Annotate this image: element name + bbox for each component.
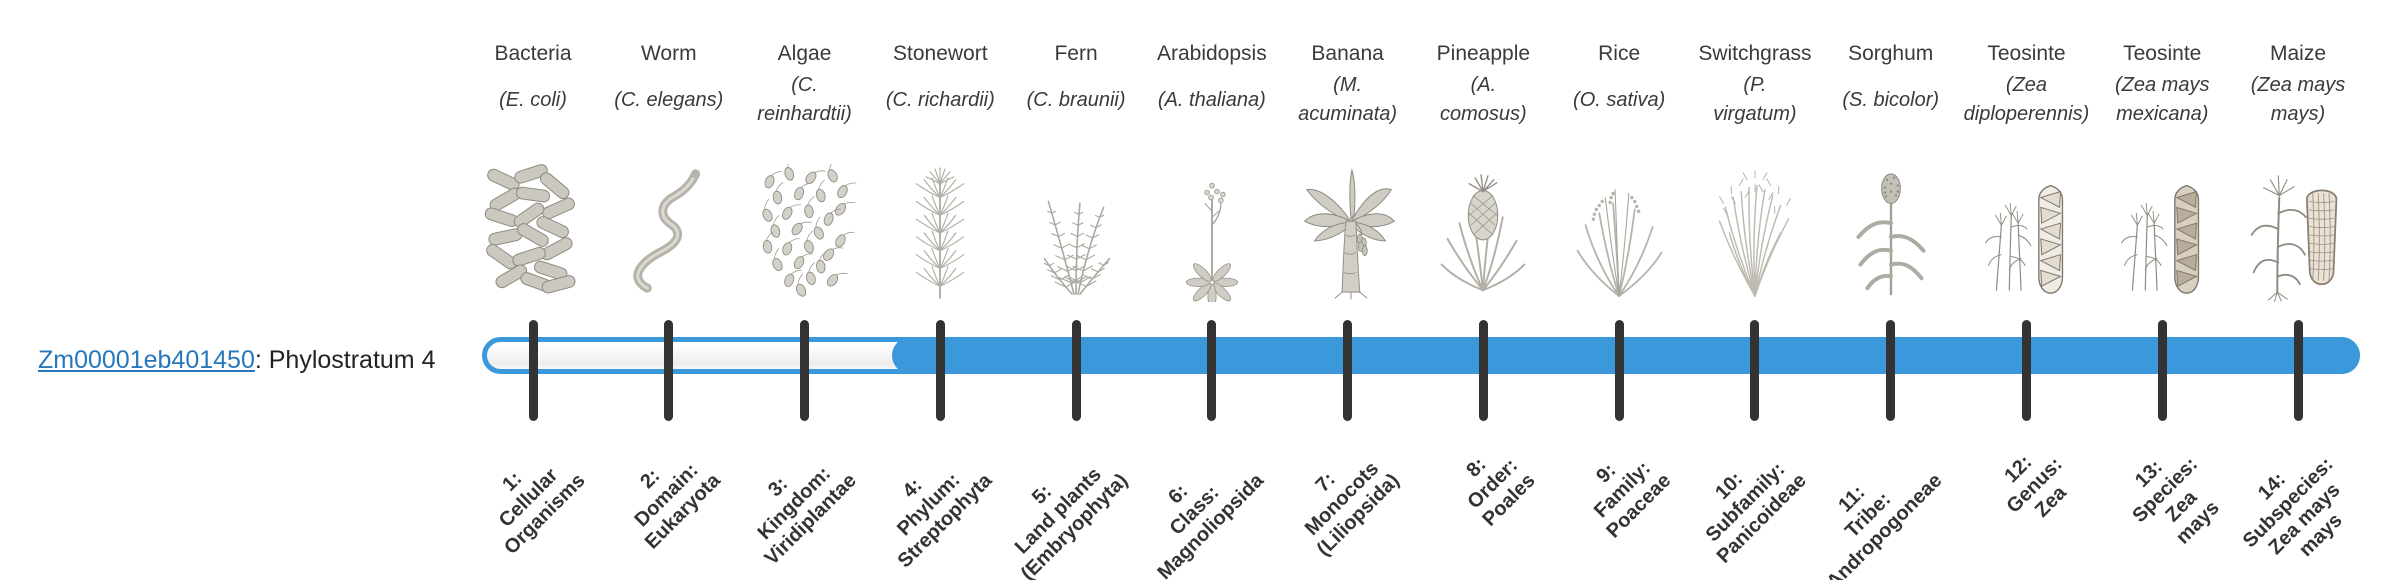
species-line: (C. braunii)	[1026, 88, 1126, 111]
maize-icon	[2240, 164, 2356, 302]
species-name: (C. braunii)	[1004, 66, 1148, 134]
organism-name: Sorghum	[1848, 42, 1934, 65]
species-line: mays)	[2270, 103, 2326, 125]
phylostratum-label: 8: Order: Poales	[1446, 437, 1540, 531]
phylostratum-bar-fill	[892, 337, 2360, 374]
species-line: (A.	[1470, 74, 1497, 96]
phylostratum-tick	[800, 320, 810, 421]
species-name: (Zea mays mays)	[2226, 66, 2370, 134]
phylostratum-tick	[1071, 320, 1081, 421]
species-name: (P. virgatum)	[1683, 66, 1827, 134]
species-line: (C. elegans)	[614, 88, 724, 111]
phylostratum-label: 12: Genus: Zea	[1986, 437, 2084, 535]
species-name: (C. reinhardtii)	[733, 66, 877, 134]
phylostratum-label: 5: Land plants (Embryophyta)	[984, 437, 1133, 580]
algae-icon	[747, 164, 863, 302]
gene-label: Zm00001eb401450: Phylostratum 4	[38, 346, 436, 375]
gene-phylostratum-text: : Phylostratum 4	[254, 346, 436, 374]
phylostratum-tick	[1343, 320, 1353, 421]
species-line: (M.	[1333, 74, 1363, 96]
species-line: (C. richardii)	[885, 88, 995, 111]
phylostratum-label: 13: Species: Zea mays	[2112, 437, 2235, 560]
species-line: (S. bicolor)	[1842, 88, 1940, 111]
arabidopsis-icon	[1154, 164, 1270, 302]
species-line: comosus)	[1440, 103, 1527, 125]
bacteria-icon	[475, 164, 591, 302]
species-line: virgatum)	[1713, 103, 1797, 125]
organism-name: Maize	[2269, 42, 2327, 65]
organism-name: Banana	[1311, 42, 1384, 65]
species-name: (A. thaliana)	[1140, 66, 1284, 134]
organism-name: Algae	[777, 42, 832, 65]
species-name: (E. coli)	[461, 66, 605, 134]
species-name: (M. acuminata)	[1276, 66, 1420, 134]
species-line: diploperennis)	[1963, 103, 2090, 125]
species-line: (A. thaliana)	[1157, 88, 1266, 111]
stonewort-icon	[882, 164, 998, 302]
phylostratum-tick	[1478, 320, 1488, 421]
species-name: (Zea diploperennis)	[1954, 66, 2098, 134]
phylostratum-tick	[1886, 320, 1896, 421]
organism-name: Switchgrass	[1698, 42, 1812, 65]
organism-name: Teosinte	[1987, 42, 2066, 65]
species-name: (Zea mays mexicana)	[2090, 66, 2234, 134]
phylostratum-tick	[935, 320, 945, 421]
phylostratum-label: 10: Subfamily: Panicoideae	[1680, 437, 1811, 568]
phylostratum-tick	[1750, 320, 1760, 421]
species-line: (Zea	[2005, 74, 2048, 96]
species-name: (C. elegans)	[597, 66, 741, 134]
organism-name: Pineapple	[1436, 42, 1531, 65]
species-name: (C. richardii)	[868, 66, 1012, 134]
phylostratum-label: 1: Cellular Organisms	[467, 437, 590, 560]
species-line: (C.	[791, 74, 818, 96]
organism-name: Worm	[640, 42, 697, 65]
phylostratum-tick	[528, 320, 538, 421]
phylostratum-tick	[2021, 320, 2031, 421]
species-name: (O. sativa)	[1547, 66, 1691, 134]
species-name: (S. bicolor)	[1819, 66, 1963, 134]
species-line: mexicana)	[2116, 103, 2209, 125]
phylostratum-label: 2: Domain: Eukaryota	[608, 437, 725, 554]
species-line: reinhardtii)	[757, 103, 852, 125]
phylostratum-tick	[1614, 320, 1624, 421]
phylostratum-label: 9: Family: Poaceae	[1570, 437, 1676, 543]
phylostratum-label: 14: Subspecies: Zea mays mays	[2223, 437, 2371, 580]
species-name: (A. comosus)	[1411, 66, 1555, 134]
species-line: (P.	[1743, 74, 1767, 96]
teosinte-mexicana-icon	[2104, 164, 2220, 302]
pineapple-icon	[1425, 164, 1541, 302]
phylostratum-label: 6: Class: Magnoliopsida	[1121, 437, 1269, 580]
phylostratum-label: 11: Tribe: Andropogoneae	[1790, 437, 1947, 580]
teosinte-diploperennis-icon	[1968, 164, 2084, 302]
sorghum-icon	[1833, 164, 1949, 302]
banana-icon	[1290, 164, 1406, 302]
phylostratum-tick	[2293, 320, 2303, 421]
gene-link[interactable]: Zm00001eb401450	[38, 346, 255, 374]
organism-name: Fern	[1054, 42, 1098, 65]
phylostratum-label: 7: Monocots (Liliopsida)	[1280, 437, 1404, 561]
species-line: (Zea mays	[2250, 74, 2346, 96]
phylostratum-label: 3: Kingdom: Viridiplantae	[728, 437, 861, 570]
species-line: (E. coli)	[499, 88, 567, 111]
fern-icon	[1018, 164, 1134, 302]
rice-icon	[1561, 164, 1677, 302]
species-line: (Zea mays	[2115, 74, 2210, 96]
worm-icon	[611, 164, 727, 302]
organism-name: Teosinte	[2123, 42, 2202, 65]
phylostratum-tick	[2157, 320, 2167, 421]
phylostratum-tick	[1207, 320, 1217, 421]
phylostratum-label: 4: Phylum: Streptophyta	[861, 437, 997, 573]
organism-name: Arabidopsis	[1156, 42, 1267, 65]
organism-name: Stonewort	[893, 42, 988, 65]
species-line: (O. sativa)	[1573, 88, 1666, 111]
organism-name: Bacteria	[494, 42, 572, 65]
switchgrass-icon	[1697, 164, 1813, 302]
phylostratum-tick	[664, 320, 674, 421]
species-line: acuminata)	[1298, 103, 1398, 125]
organism-name: Rice	[1598, 42, 1641, 65]
